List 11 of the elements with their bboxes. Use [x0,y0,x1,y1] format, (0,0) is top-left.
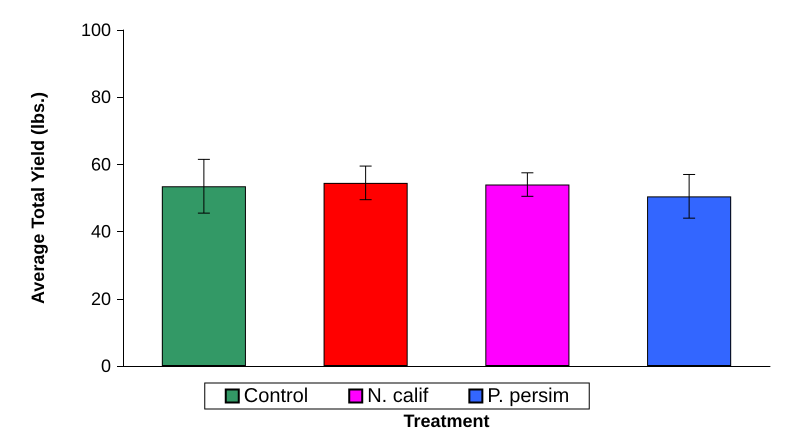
x-axis-title: Treatment [403,411,490,431]
legend-label: P. persim [487,385,570,407]
y-axis-title: Average Total Yield (lbs.) [28,92,48,304]
y-tick-label: 60 [90,154,111,174]
y-tick-label: 20 [90,288,111,309]
y-tick-label: 40 [90,222,111,242]
legend-label: Control [244,385,308,407]
legend-label: N. calif [367,385,429,407]
y-tick-label: 100 [80,20,111,40]
y-tick-label: 0 [100,356,111,376]
y-tick-label: 80 [90,87,111,108]
